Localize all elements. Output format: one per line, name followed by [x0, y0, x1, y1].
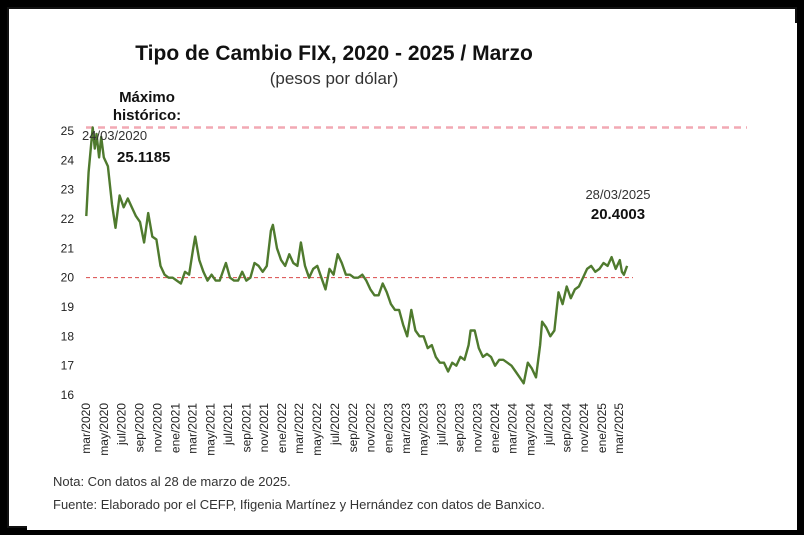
y-tick-label: 18 [61, 329, 75, 343]
x-tick-label: jul/2023 [434, 403, 448, 446]
x-tick-label: mar/2020 [79, 403, 93, 454]
source-text: Fuente: Elaborado por el CEFP, Ifigenia … [53, 497, 545, 512]
y-tick-label: 25 [61, 124, 75, 138]
last-value: 20.4003 [591, 206, 645, 223]
x-tick-label: may/2024 [523, 403, 537, 456]
x-tick-label: mar/2025 [612, 403, 626, 454]
x-tick-label: sep/2021 [239, 403, 253, 453]
max-label-line2: histórico: [113, 107, 181, 124]
max-value: 25.1185 [117, 149, 170, 166]
y-tick-label: 24 [61, 153, 75, 167]
x-tick-label: ene/2021 [168, 403, 182, 453]
series-line [85, 126, 629, 385]
x-tick-label: nov/2020 [151, 403, 165, 453]
outer-frame: Tipo de Cambio FIX, 2020 - 2025 / Marzo … [7, 7, 797, 530]
exchange-rate-chart: Tipo de Cambio FIX, 2020 - 2025 / Marzo … [53, 42, 747, 512]
x-tick-label: mar/2022 [292, 403, 306, 454]
x-tick-label: nov/2021 [257, 403, 271, 453]
x-tick-label: ene/2023 [382, 403, 396, 453]
x-tick-label: sep/2020 [133, 403, 147, 453]
note-text: Nota: Con datos al 28 de marzo de 2025. [53, 474, 291, 489]
reference-lines [86, 126, 747, 279]
x-tick-label: nov/2022 [364, 403, 378, 453]
series-group [85, 126, 629, 385]
x-tick-label: may/2022 [310, 403, 324, 456]
x-tick-label: ene/2024 [488, 403, 502, 453]
x-tick-label: sep/2023 [453, 403, 467, 453]
y-tick-label: 20 [61, 271, 75, 285]
x-tick-label: ene/2025 [595, 403, 609, 453]
x-tick-label: jul/2021 [221, 403, 235, 446]
x-tick-label: mar/2024 [506, 403, 520, 454]
x-tick-label: ene/2022 [275, 403, 289, 453]
y-tick-label: 21 [61, 241, 75, 255]
x-tick-label: may/2020 [97, 403, 111, 456]
max-date: 24/03/2020 [82, 128, 147, 143]
y-tick-label: 19 [61, 300, 75, 314]
chart-panel: Tipo de Cambio FIX, 2020 - 2025 / Marzo … [27, 23, 797, 530]
chart-subtitle: (pesos por dólar) [270, 69, 399, 88]
x-tick-label: sep/2024 [559, 403, 573, 453]
y-tick-label: 16 [61, 388, 75, 402]
x-tick-label: mar/2023 [399, 403, 413, 454]
x-tick-label: jul/2020 [115, 403, 129, 446]
y-tick-label: 22 [61, 212, 75, 226]
last-date: 28/03/2025 [585, 187, 650, 202]
x-tick-label: nov/2024 [577, 403, 591, 453]
x-axis-ticks: mar/2020 may/2020 jul/2020 sep/2020 nov/2020… [79, 403, 626, 456]
x-tick-label: nov/2023 [470, 403, 484, 453]
x-tick-label: sep/2022 [346, 403, 360, 453]
x-tick-label: jul/2024 [541, 403, 555, 446]
y-tick-label: 23 [61, 183, 75, 197]
x-tick-label: mar/2021 [186, 403, 200, 454]
y-tick-label: 17 [61, 359, 75, 373]
x-tick-label: may/2023 [417, 403, 431, 456]
x-tick-label: may/2021 [203, 403, 217, 456]
x-tick-label: jul/2022 [328, 403, 342, 446]
y-axis-ticks: 25 24 23 22 21 20 19 18 17 16 [61, 124, 75, 402]
chart-title: Tipo de Cambio FIX, 2020 - 2025 / Marzo [135, 42, 533, 65]
max-label-line1: Máximo [119, 89, 175, 106]
